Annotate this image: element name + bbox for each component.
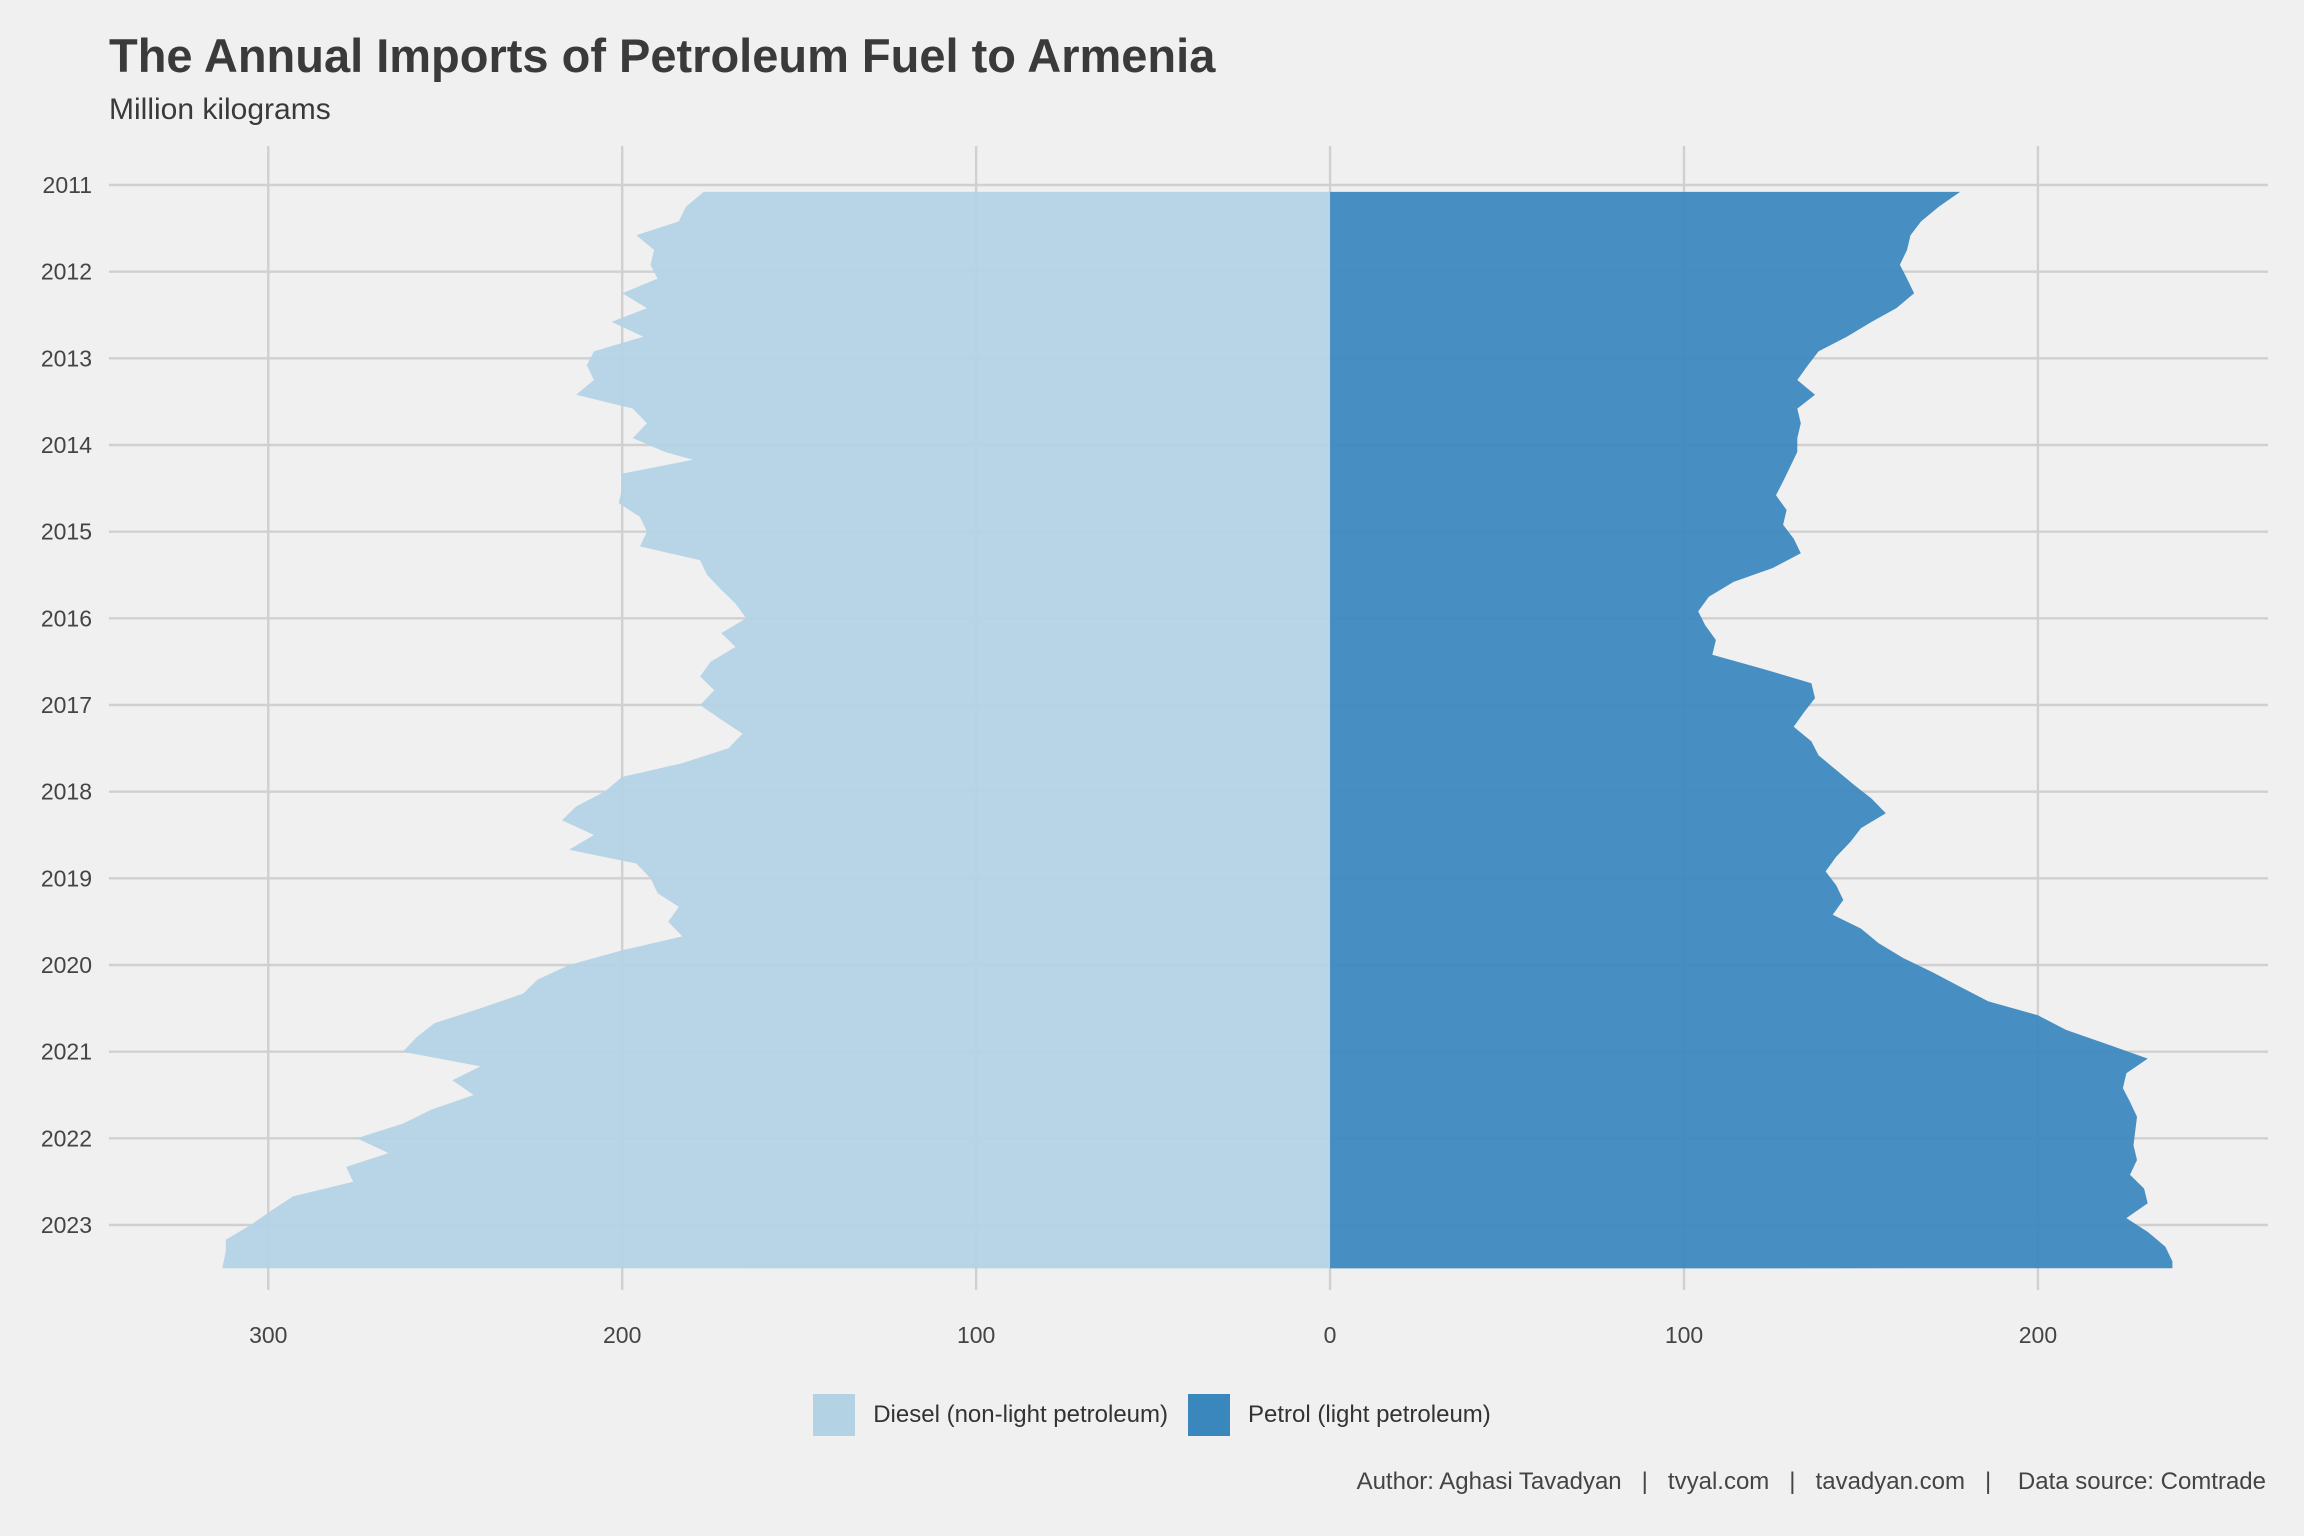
- diesel-area: [222, 191, 1331, 1269]
- legend: Diesel (non-light petroleum) Petrol (lig…: [0, 1394, 2304, 1436]
- x-tick-label-0: 300: [249, 1322, 287, 1348]
- y-tick-label-2021: 2021: [41, 1039, 92, 1065]
- y-tick-label-2023: 2023: [41, 1212, 92, 1238]
- y-tick-label-2016: 2016: [41, 605, 92, 631]
- y-tick-label-2019: 2019: [41, 865, 92, 891]
- petrol-area: [1330, 191, 2173, 1269]
- legend-label-diesel: Diesel (non-light petroleum): [873, 1401, 1169, 1428]
- legend-swatch-petrol: [1188, 1394, 1231, 1436]
- legend-item-petrol: Petrol (light petroleum): [1188, 1394, 1491, 1436]
- y-tick-label-2017: 2017: [41, 692, 92, 718]
- tick-labels: 2011 2012 2013 2014 2015 2016 2017 2018 2019 2020…: [41, 172, 2057, 1348]
- caption-site-tvyal: tvyal.com: [1667, 1468, 1770, 1495]
- x-tick-label-2: 100: [957, 1322, 995, 1348]
- y-tick-label-2022: 2022: [41, 1125, 92, 1151]
- caption-separator: |: [1984, 1468, 1992, 1495]
- caption-separator: |: [1641, 1468, 1648, 1495]
- x-tick-label-1: 200: [603, 1322, 641, 1348]
- y-tick-label-2013: 2013: [41, 345, 92, 371]
- caption: Author: Aghasi Tavadyan | tvyal.com | ta…: [1357, 1468, 2266, 1496]
- y-tick-label-2018: 2018: [41, 779, 92, 805]
- caption-site-tavadyan: tavadyan.com: [1815, 1468, 1965, 1495]
- caption-source: Data source: Comtrade: [2017, 1468, 2266, 1495]
- y-tick-label-2012: 2012: [41, 259, 92, 285]
- legend-item-diesel: Diesel (non-light petroleum): [813, 1394, 1168, 1436]
- legend-label-petrol: Petrol (light petroleum): [1248, 1401, 1491, 1428]
- chart-subtitle: Million kilograms: [109, 93, 331, 126]
- x-tick-label-5: 200: [2019, 1322, 2057, 1348]
- y-tick-label-2011: 2011: [43, 172, 92, 198]
- legend-swatch-diesel: [813, 1394, 856, 1436]
- y-tick-label-2020: 2020: [41, 952, 92, 978]
- x-tick-label-3: 0: [1324, 1322, 1337, 1348]
- x-tick-label-4: 100: [1665, 1322, 1703, 1348]
- chart-title: The Annual Imports of Petroleum Fuel to …: [109, 29, 1216, 82]
- caption-separator: |: [1789, 1468, 1796, 1495]
- y-tick-label-2014: 2014: [41, 432, 92, 458]
- y-tick-label-2015: 2015: [41, 519, 92, 545]
- caption-author: Author: Aghasi Tavadyan: [1356, 1468, 1622, 1495]
- data-areas: [222, 191, 2173, 1269]
